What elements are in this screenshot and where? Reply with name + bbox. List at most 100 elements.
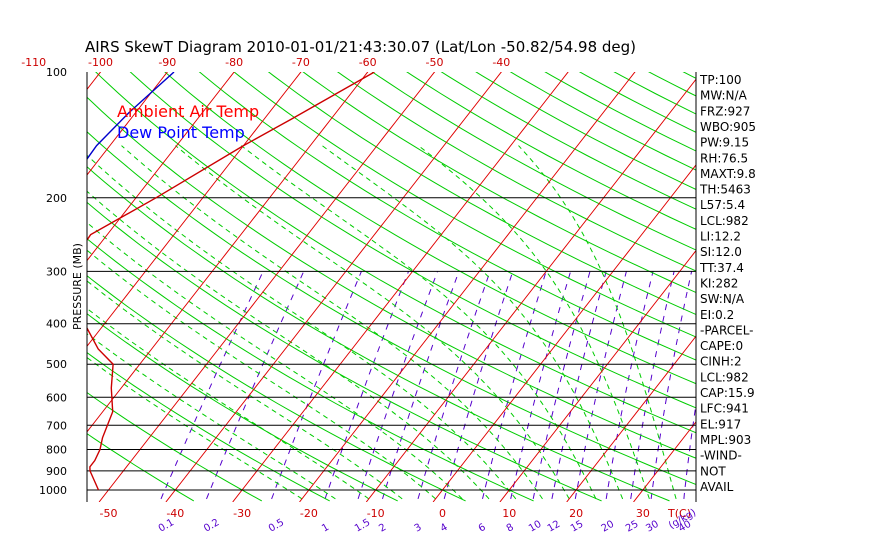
mixing-ratio-line <box>382 271 460 500</box>
mixing-ratio-lines <box>160 271 696 500</box>
mixing-ratio-line <box>417 271 491 500</box>
top-temp-tick-label: -90 <box>158 56 176 69</box>
isotherm-line <box>87 72 168 176</box>
dry-adiabat-line <box>440 72 696 210</box>
top-temp-tick-label: -50 <box>426 56 444 69</box>
isotherm-line <box>365 78 696 502</box>
index-label: PW:9.15 <box>700 136 749 150</box>
dry-adiabat-line <box>406 72 696 230</box>
mixing-ratio-tick-label: 30 <box>644 519 661 535</box>
index-label: -WIND- <box>700 449 742 463</box>
bottom-temp-tick-label: -10 <box>367 507 385 520</box>
dry-adiabat-line <box>87 131 696 486</box>
isotherm-line <box>232 72 569 502</box>
isotherm-line <box>633 421 696 502</box>
dry-adiabat-line <box>164 72 696 385</box>
dry-adiabat-line <box>198 72 696 361</box>
pressure-tick-label: 200 <box>46 192 67 205</box>
isotherm-line <box>499 249 696 502</box>
legend-ambient-air-temp: Ambient Air Temp <box>117 102 259 121</box>
isotherm-line <box>432 164 696 502</box>
bottom-temp-tick-label: -40 <box>166 507 184 520</box>
top-temp-tick-label: -80 <box>225 56 243 69</box>
dry-adiabat-line <box>87 238 534 502</box>
mixing-ratio-tick-label: 1 <box>320 522 331 535</box>
dry-adiabat-line <box>337 72 696 272</box>
isotherm-line <box>834 62 870 502</box>
plot-area <box>0 62 870 502</box>
bottom-unit-label: T(C) <box>667 507 691 520</box>
pressure-tick-label: 1000 <box>39 484 67 497</box>
index-label: TT:37.4 <box>699 261 744 275</box>
pressure-tick-label: 300 <box>46 265 67 278</box>
pressure-tick-label: 100 <box>46 66 67 79</box>
isotherm-line <box>0 62 42 502</box>
index-label: MPL:903 <box>700 433 751 447</box>
isotherm-line <box>98 72 436 502</box>
mixing-ratio-tick-label: 4 <box>439 522 450 535</box>
bottom-temp-tick-label: 20 <box>569 507 583 520</box>
legend-dew-point-temp: Dew Point Temp <box>117 123 245 142</box>
index-label: RH:76.5 <box>700 151 748 165</box>
profile-ambient-air-temp <box>87 72 375 491</box>
dry-adiabat-line <box>95 72 696 434</box>
isotherm-line <box>767 62 870 502</box>
mixing-ratio-tick-label: 8 <box>505 522 516 535</box>
mixing-ratio-line <box>532 271 591 500</box>
top-temp-tick-label: -70 <box>292 56 310 69</box>
bottom-temp-tick-label: -50 <box>100 507 118 520</box>
mixing-ratio-tick-label: 0.5 <box>267 517 286 534</box>
index-label: CAP:15.9 <box>700 386 755 400</box>
legend: Ambient Air Temp Dew Point Temp <box>117 102 259 142</box>
index-label: L57:5.4 <box>700 198 745 212</box>
index-label: LI:12.2 <box>700 230 741 244</box>
bottom-temp-tick-label: -30 <box>233 507 251 520</box>
index-label: WBO:905 <box>700 120 756 134</box>
dry-adiabat-line <box>302 72 696 294</box>
mixing-ratio-tick-label: 6 <box>477 522 488 535</box>
index-label: EI:0.2 <box>700 308 734 322</box>
index-label: FRZ:927 <box>700 104 750 118</box>
mixing-ratio-line <box>605 271 654 499</box>
isotherm-line <box>87 72 302 348</box>
chart-title: AIRS SkewT Diagram 2010-01-01/21:43:30.0… <box>85 38 636 56</box>
dry-adiabat-line <box>87 201 602 502</box>
dry-adiabat-line <box>87 351 330 502</box>
dry-adiabat-line <box>613 72 696 115</box>
index-label: TP:100 <box>699 73 742 87</box>
dry-adiabat-line <box>371 72 696 251</box>
pressure-tick-label: 500 <box>46 358 67 371</box>
index-label: AVAIL <box>700 480 734 494</box>
moist-adiabat-line <box>418 145 650 500</box>
mixing-ratio-tick-label: 15 <box>569 519 586 535</box>
mixing-ratio-line <box>324 271 409 500</box>
dry-adiabat-line <box>544 72 696 152</box>
pressure-tick-label: 900 <box>46 465 67 478</box>
mixing-ratio-tick-label: 10 <box>527 519 544 535</box>
top-temp-tick-label: -110 <box>21 56 46 69</box>
index-label: EL:917 <box>700 417 741 431</box>
index-label: LCL:982 <box>700 214 749 228</box>
bottom-temp-tick-label: 0 <box>439 507 446 520</box>
dry-adiabat-line <box>87 391 263 502</box>
bottom-temp-tick-label: 10 <box>502 507 516 520</box>
bottom-temp-tick-label: 30 <box>636 507 650 520</box>
mixing-ratio-line <box>160 271 264 500</box>
dry-adiabat-line <box>87 313 398 502</box>
mixing-ratio-tick-label: 20 <box>600 519 617 535</box>
dry-adiabat-line <box>475 72 696 190</box>
mixing-ratio-tick-label: 3 <box>413 522 424 535</box>
isotherm-line <box>87 72 369 433</box>
index-label: CINH:2 <box>700 355 742 369</box>
index-label: KI:282 <box>700 277 738 291</box>
index-label: LCL:982 <box>700 370 749 384</box>
mixing-ratio-line <box>510 271 572 500</box>
index-label: SI:12.0 <box>700 245 742 259</box>
index-label: CAPE:0 <box>700 339 743 353</box>
pressure-tick-label: 800 <box>46 444 67 457</box>
dry-adiabat-line <box>129 72 696 409</box>
top-temp-tick-label: -40 <box>492 56 510 69</box>
pressure-tick-label: 600 <box>46 391 67 404</box>
y-axis-label: PRESSURE (MB) <box>71 243 84 330</box>
top-temp-tick-label: -60 <box>359 56 377 69</box>
